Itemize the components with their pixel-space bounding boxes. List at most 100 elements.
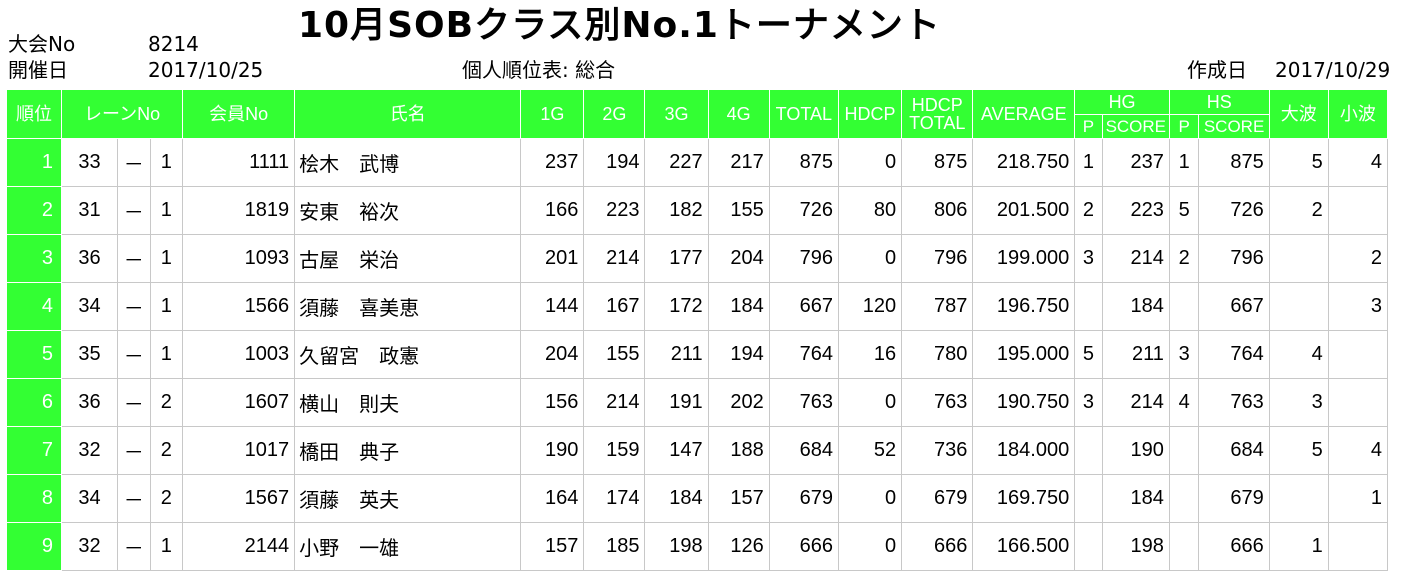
hg-place-cell: [1074, 426, 1103, 475]
header-hg-p: P: [1074, 114, 1103, 139]
game-2-cell: 194: [583, 138, 646, 187]
hs-place-cell: 1: [1168, 138, 1200, 187]
hdcp-total-cell: 666: [901, 522, 974, 571]
header-average: AVERAGE: [972, 89, 1076, 139]
game-3-cell: 177: [644, 234, 709, 283]
member-no-cell: 1093: [182, 234, 296, 283]
hg-place-cell: [1074, 522, 1103, 571]
header-small-wave: 小波: [1327, 89, 1389, 139]
member-no-cell: 1567: [182, 474, 296, 523]
average-cell: 190.750: [972, 378, 1076, 427]
small-wave-cell: [1327, 378, 1389, 427]
total-cell: 666: [768, 522, 839, 571]
lane-cell: 32: [60, 522, 118, 571]
header-rank: 順位: [6, 89, 62, 139]
lane-sub-cell: 1: [149, 234, 184, 283]
header-hdcp-total-line2: TOTAL: [909, 113, 966, 133]
big-wave-cell: 2: [1268, 186, 1329, 235]
name-cell: 横山 則夫: [294, 378, 522, 427]
lane-cell: 32: [60, 426, 118, 475]
hg-score-cell: 214: [1101, 378, 1170, 427]
total-cell: 679: [768, 474, 839, 523]
hdcp-cell: 80: [837, 186, 903, 235]
lane-dash-cell: －: [116, 138, 151, 187]
total-cell: 764: [768, 330, 839, 379]
hdcp-cell: 120: [837, 282, 903, 331]
rank-cell: 9: [6, 522, 62, 571]
hdcp-total-cell: 780: [901, 330, 974, 379]
average-cell: 196.750: [972, 282, 1076, 331]
lane-cell: 34: [60, 474, 118, 523]
rank-cell: 2: [6, 186, 62, 235]
hg-score-cell: 198: [1101, 522, 1170, 571]
hg-place-cell: 2: [1074, 186, 1103, 235]
hg-score-cell: 237: [1101, 138, 1170, 187]
rank-cell: 7: [6, 426, 62, 475]
rank-cell: 8: [6, 474, 62, 523]
header-high-game: HG: [1074, 89, 1170, 115]
header-hs-score: SCORE: [1198, 114, 1270, 139]
hdcp-cell: 0: [837, 234, 903, 283]
rank-cell: 6: [6, 378, 62, 427]
hdcp-cell: 52: [837, 426, 903, 475]
hdcp-total-cell: 736: [901, 426, 974, 475]
game-4-cell: 188: [707, 426, 770, 475]
hs-score-cell: 796: [1198, 234, 1270, 283]
hg-place-cell: 3: [1074, 234, 1103, 283]
tournament-no-label: 大会No: [8, 32, 76, 56]
game-4-cell: 194: [707, 330, 770, 379]
average-cell: 201.500: [972, 186, 1076, 235]
big-wave-cell: 4: [1268, 330, 1329, 379]
table-row: 3 36 － 1 1093 古屋 栄治 201 214 177 204 796 0 796 199.000…: [6, 234, 1389, 283]
hg-place-cell: 3: [1074, 378, 1103, 427]
game-4-cell: 184: [707, 282, 770, 331]
lane-cell: 33: [60, 138, 118, 187]
small-wave-cell: [1327, 186, 1389, 235]
game-1-cell: 190: [520, 426, 585, 475]
hs-place-cell: [1168, 522, 1200, 571]
header-game-4: 4G: [707, 89, 770, 139]
header-high-series: HS: [1168, 89, 1270, 115]
lane-dash-cell: －: [116, 282, 151, 331]
small-wave-cell: 3: [1327, 282, 1389, 331]
event-date-label: 開催日: [8, 58, 68, 82]
hdcp-cell: 0: [837, 378, 903, 427]
game-1-cell: 144: [520, 282, 585, 331]
big-wave-cell: [1268, 474, 1329, 523]
game-2-cell: 167: [583, 282, 646, 331]
member-no-cell: 1017: [182, 426, 296, 475]
hdcp-total-cell: 806: [901, 186, 974, 235]
hg-score-cell: 190: [1101, 426, 1170, 475]
lane-dash-cell: －: [116, 186, 151, 235]
lane-cell: 36: [60, 234, 118, 283]
small-wave-cell: 2: [1327, 234, 1389, 283]
member-no-cell: 1003: [182, 330, 296, 379]
game-3-cell: 147: [644, 426, 709, 475]
header-hdcp-total-line1: HDCP: [911, 95, 963, 115]
game-2-cell: 214: [583, 378, 646, 427]
hs-place-cell: 3: [1168, 330, 1200, 379]
small-wave-cell: 1: [1327, 474, 1389, 523]
game-3-cell: 211: [644, 330, 709, 379]
average-cell: 195.000: [972, 330, 1076, 379]
name-cell: 須藤 喜美恵: [294, 282, 522, 331]
average-cell: 166.500: [972, 522, 1076, 571]
lane-sub-cell: 1: [149, 186, 184, 235]
table-row: 5 35 － 1 1003 久留宮 政憲 204 155 211 194 764 16 780 195.0…: [6, 330, 1389, 379]
hg-score-cell: 184: [1101, 474, 1170, 523]
game-4-cell: 217: [707, 138, 770, 187]
hg-place-cell: 5: [1074, 330, 1103, 379]
lane-cell: 34: [60, 282, 118, 331]
hdcp-cell: 0: [837, 522, 903, 571]
header-hs-p: P: [1168, 114, 1200, 139]
header-name: 氏名: [294, 89, 522, 139]
header-game-3: 3G: [644, 89, 709, 139]
game-1-cell: 164: [520, 474, 585, 523]
big-wave-cell: [1268, 234, 1329, 283]
header-hg-score: SCORE: [1101, 114, 1170, 139]
lane-dash-cell: －: [116, 330, 151, 379]
name-cell: 小野 一雄: [294, 522, 522, 571]
hdcp-total-cell: 796: [901, 234, 974, 283]
game-2-cell: 159: [583, 426, 646, 475]
lane-dash-cell: －: [116, 522, 151, 571]
